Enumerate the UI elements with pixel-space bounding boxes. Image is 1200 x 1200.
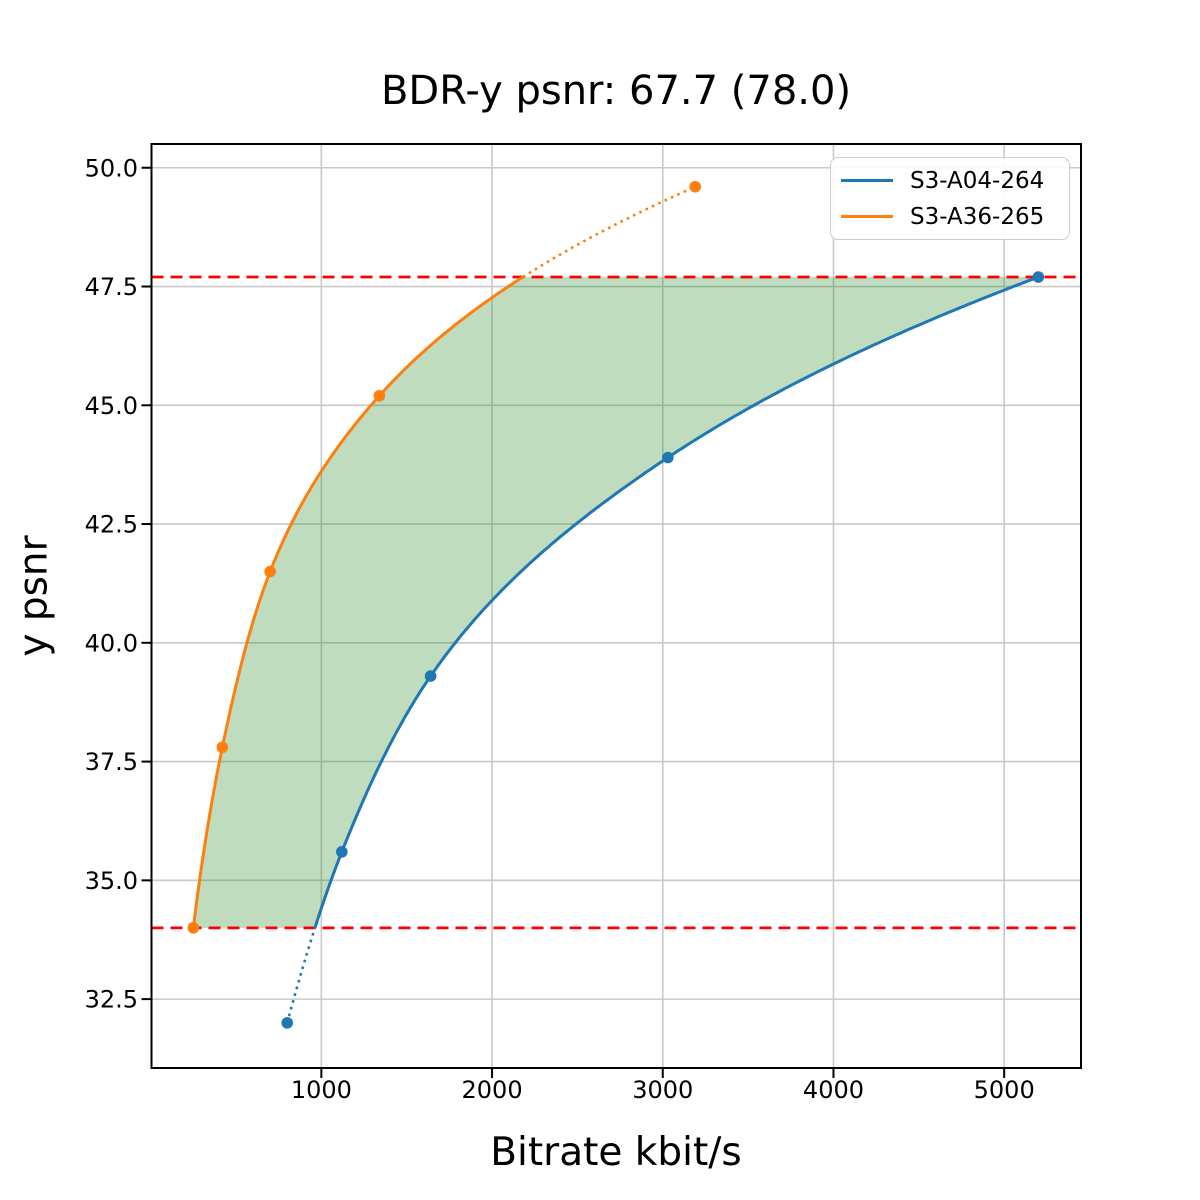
data-point-marker [1032, 271, 1045, 283]
x-tick-label: 5000 [974, 1076, 1035, 1104]
y-tick-label: 40.0 [85, 629, 138, 657]
y-tick-label: 45.0 [85, 392, 138, 420]
legend-entry: S3-A36-265 [841, 203, 1055, 230]
series-curve-dotted [285, 927, 317, 1024]
y-tick-label: 47.5 [85, 273, 138, 301]
y-tick-label: 42.5 [85, 511, 138, 539]
y-axis-label: y psnr [11, 535, 57, 657]
y-tick-label: 32.5 [85, 986, 138, 1014]
x-tick-label: 2000 [462, 1076, 523, 1104]
data-point-marker [373, 389, 386, 402]
axes-frame [150, 143, 1082, 1069]
series-curve-solid [313, 275, 1039, 929]
data-point-marker [336, 846, 348, 858]
legend-label: S3-A36-265 [910, 203, 1045, 230]
axes-background [151, 144, 1081, 1068]
data-point-marker [216, 741, 229, 754]
data-point-marker [689, 180, 702, 193]
x-tick-label: 4000 [803, 1076, 864, 1104]
y-tick-label: 50.0 [85, 154, 138, 182]
legend: S3-A04-264 S3-A36-265 [830, 157, 1070, 240]
x-tick-label: 1000 [291, 1076, 352, 1104]
chart-title: BDR-y psnr: 67.7 (78.0) [380, 68, 852, 114]
legend-label: S3-A04-264 [910, 167, 1045, 194]
data-point-marker [187, 922, 200, 934]
data-point-marker [281, 1017, 294, 1029]
x-axis-label: Bitrate kbit/s [490, 1130, 742, 1175]
legend-line-swatch [841, 215, 893, 218]
legend-entry: S3-A04-264 [841, 167, 1055, 194]
bd-shaded-region [193, 277, 1039, 928]
data-point-marker [264, 565, 276, 578]
data-point-marker [424, 670, 437, 682]
y-tick-label: 37.5 [85, 748, 138, 776]
series-curve-solid [191, 275, 524, 929]
y-tick-label: 35.0 [85, 867, 138, 895]
data-point-marker [662, 451, 674, 464]
x-tick-label: 3000 [632, 1076, 693, 1104]
legend-line-swatch [841, 179, 893, 182]
